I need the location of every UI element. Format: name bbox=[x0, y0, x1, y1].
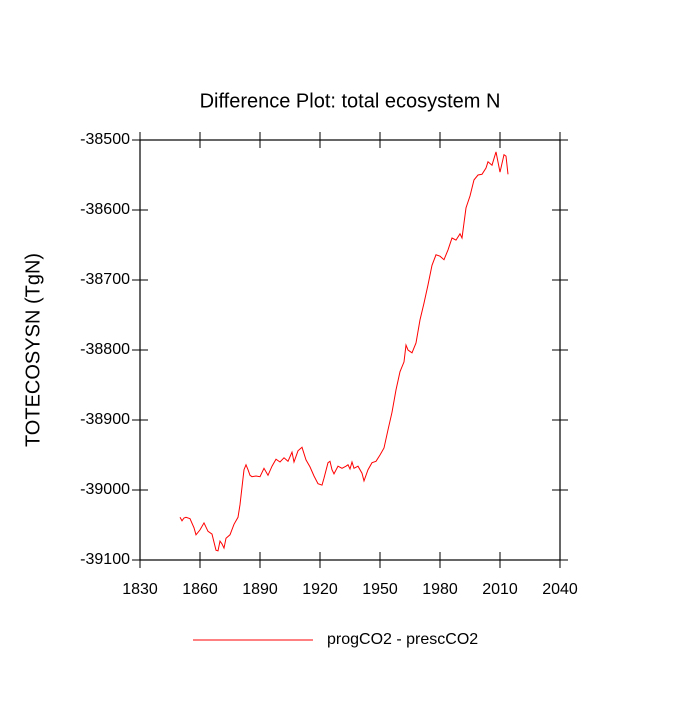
x-tick-label: 2010 bbox=[482, 581, 518, 598]
x-tick-label: 1950 bbox=[362, 581, 398, 598]
x-tick-label: 2040 bbox=[542, 581, 578, 598]
chart-title: Difference Plot: total ecosystem N bbox=[200, 90, 501, 112]
y-tick-label: -39100 bbox=[80, 551, 130, 568]
legend-label: progCO2 - prescCO2 bbox=[327, 631, 478, 648]
x-tick-label: 1860 bbox=[182, 581, 218, 598]
y-tick-label: -38500 bbox=[80, 131, 130, 148]
y-tick-label: -38800 bbox=[80, 341, 130, 358]
y-tick-label: -38700 bbox=[80, 271, 130, 288]
y-tick-label: -38600 bbox=[80, 201, 130, 218]
y-axis-label: TOTECOSYSN (TgN) bbox=[22, 253, 44, 447]
y-tick-label: -38900 bbox=[80, 411, 130, 428]
x-tick-label: 1920 bbox=[302, 581, 338, 598]
plot-frame bbox=[139, 139, 561, 561]
y-tick-label: -39000 bbox=[80, 481, 130, 498]
x-tick-label: 1890 bbox=[242, 581, 278, 598]
x-tick-label: 1830 bbox=[122, 581, 158, 598]
x-tick-label: 1980 bbox=[422, 581, 458, 598]
data-line bbox=[179, 151, 509, 552]
